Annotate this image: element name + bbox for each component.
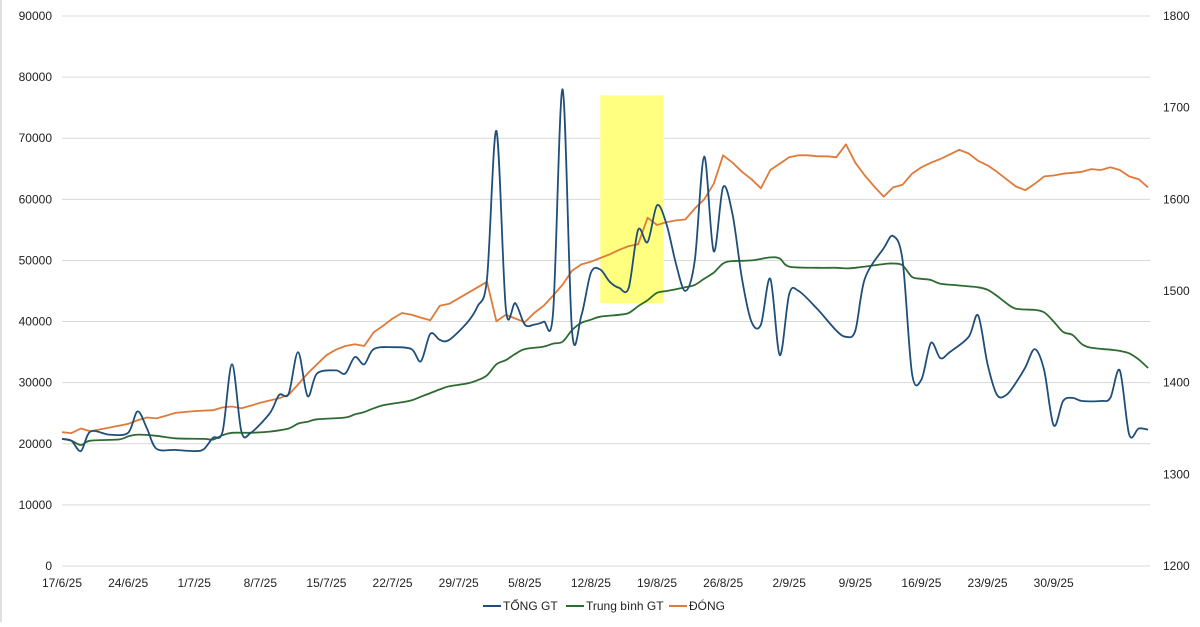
x-tick-label: 5/8/25 xyxy=(508,576,542,590)
y-axis-left: 0 10000 20000 30000 40000 50000 60000 70000 8000… xyxy=(19,9,53,573)
x-tick-label: 15/7/25 xyxy=(306,576,346,590)
legend: TỔNG GT Trung bình GT ĐÓNG xyxy=(483,598,725,613)
x-tick-label: 26/8/25 xyxy=(703,576,743,590)
y-left-tick-label: 40000 xyxy=(19,315,53,329)
y-left-tick-label: 50000 xyxy=(19,253,53,267)
x-tick-label: 8/7/25 xyxy=(244,576,278,590)
x-tick-label: 16/9/25 xyxy=(901,576,941,590)
y-right-tick-label: 1700 xyxy=(1163,101,1190,115)
y-left-tick-label: 80000 xyxy=(19,70,53,84)
x-tick-label: 23/9/25 xyxy=(968,576,1008,590)
y-left-tick-label: 0 xyxy=(45,559,52,573)
x-tick-label: 12/8/25 xyxy=(571,576,611,590)
x-tick-label: 2/9/25 xyxy=(773,576,807,590)
legend-label: TỔNG GT xyxy=(503,598,558,613)
x-tick-label: 24/6/25 xyxy=(108,576,148,590)
y-right-tick-label: 1200 xyxy=(1163,559,1190,573)
x-tick-label: 30/9/25 xyxy=(1034,576,1074,590)
y-right-tick-label: 1600 xyxy=(1163,192,1190,206)
x-tick-label: 17/6/25 xyxy=(42,576,82,590)
x-tick-label: 29/7/25 xyxy=(439,576,479,590)
x-tick-label: 1/7/25 xyxy=(178,576,212,590)
y-right-tick-label: 1800 xyxy=(1163,9,1190,23)
x-tick-label: 9/9/25 xyxy=(839,576,873,590)
series-lines xyxy=(61,88,1149,453)
series-line-2 xyxy=(61,143,1149,434)
series-line-0 xyxy=(61,88,1149,453)
x-axis: 17/6/25 24/6/25 1/7/25 8/7/25 15/7/25 22/7/25… xyxy=(42,576,1074,590)
y-left-tick-label: 60000 xyxy=(19,192,53,206)
y-left-tick-label: 90000 xyxy=(19,9,53,23)
y-right-tick-label: 1400 xyxy=(1163,376,1190,390)
y-left-tick-label: 10000 xyxy=(19,498,53,512)
x-tick-label: 22/7/25 xyxy=(373,576,413,590)
legend-label: Trung bình GT xyxy=(586,599,664,613)
series-line-1 xyxy=(61,256,1149,446)
y-left-tick-label: 30000 xyxy=(19,376,53,390)
y-left-tick-label: 20000 xyxy=(19,437,53,451)
y-axis-right: 1200 1300 1400 1500 1600 1700 1800 xyxy=(1163,9,1190,573)
legend-label: ĐÓNG xyxy=(689,598,725,613)
y-left-tick-label: 70000 xyxy=(19,131,53,145)
y-right-tick-label: 1500 xyxy=(1163,284,1190,298)
x-tick-label: 19/8/25 xyxy=(637,576,677,590)
y-right-tick-label: 1300 xyxy=(1163,467,1190,481)
